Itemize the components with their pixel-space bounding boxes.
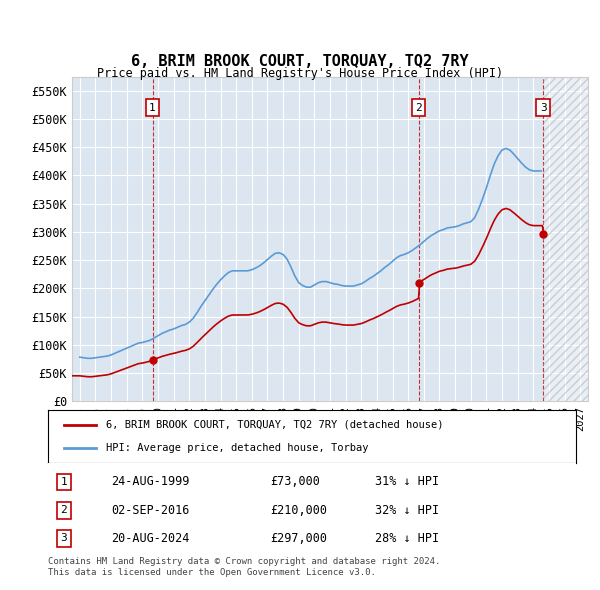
Text: 31% ↓ HPI: 31% ↓ HPI <box>376 476 439 489</box>
Bar <box>543 77 588 401</box>
Text: Price paid vs. HM Land Registry's House Price Index (HPI): Price paid vs. HM Land Registry's House … <box>97 67 503 80</box>
Bar <box>543 77 588 401</box>
Text: £73,000: £73,000 <box>270 476 320 489</box>
Text: 20-AUG-2024: 20-AUG-2024 <box>112 532 190 545</box>
Text: 6, BRIM BROOK COURT, TORQUAY, TQ2 7RY (detached house): 6, BRIM BROOK COURT, TORQUAY, TQ2 7RY (d… <box>106 420 443 430</box>
Text: 2: 2 <box>61 505 67 515</box>
Text: 02-SEP-2016: 02-SEP-2016 <box>112 504 190 517</box>
Text: £297,000: £297,000 <box>270 532 327 545</box>
Text: 3: 3 <box>61 533 67 543</box>
Text: This data is licensed under the Open Government Licence v3.0.: This data is licensed under the Open Gov… <box>48 568 376 577</box>
Text: 3: 3 <box>540 103 547 113</box>
Text: Contains HM Land Registry data © Crown copyright and database right 2024.: Contains HM Land Registry data © Crown c… <box>48 557 440 566</box>
Text: 1: 1 <box>149 103 156 113</box>
Text: 32% ↓ HPI: 32% ↓ HPI <box>376 504 439 517</box>
Text: 24-AUG-1999: 24-AUG-1999 <box>112 476 190 489</box>
Text: £210,000: £210,000 <box>270 504 327 517</box>
Text: 2: 2 <box>415 103 422 113</box>
Text: 28% ↓ HPI: 28% ↓ HPI <box>376 532 439 545</box>
Text: 6, BRIM BROOK COURT, TORQUAY, TQ2 7RY: 6, BRIM BROOK COURT, TORQUAY, TQ2 7RY <box>131 54 469 70</box>
Text: 1: 1 <box>61 477 67 487</box>
Text: HPI: Average price, detached house, Torbay: HPI: Average price, detached house, Torb… <box>106 443 368 453</box>
